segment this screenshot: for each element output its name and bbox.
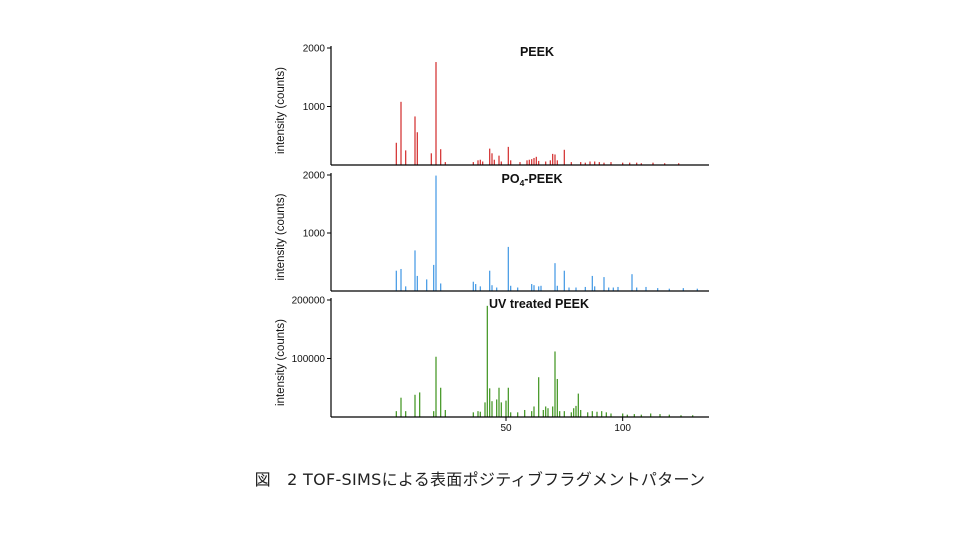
y-axis-label: intensity (counts) [275, 67, 287, 154]
y-tick-label: 2000 [303, 171, 326, 182]
y-axis-label: intensity (counts) [275, 319, 287, 406]
y-tick-label: 200000 [292, 296, 326, 307]
figure-caption: 図 2 TOF-SIMSによる表面ポジティブフラグメントパターン [0, 466, 960, 490]
title-main: PO [502, 172, 520, 186]
panel-peek: 2000 1000 intensity (counts) PEEK [275, 44, 709, 166]
figure-caption-prefix: 図 [254, 470, 271, 489]
panel-title: PEEK [520, 45, 554, 59]
y-axis-label: intensity (counts) [275, 193, 287, 280]
panel-po4-peek: 2000 1000 intensity (counts) PO4-PEEK [275, 171, 709, 292]
figure-caption-text: 2 TOF-SIMSによる表面ポジティブフラグメントパターン [287, 470, 706, 489]
panel-uv-treated-peek: 200000 100000 intensity (counts) UV treated… [275, 296, 709, 434]
title-end: -PEEK [524, 172, 562, 186]
x-tick-label: 100 [614, 423, 631, 434]
y-tick-label: 1000 [303, 229, 326, 240]
panel-title: UV treated PEEK [489, 297, 589, 311]
y-tick-label: 1000 [303, 102, 326, 113]
panel-title: PO4-PEEK [502, 172, 563, 188]
title-subscript: 4 [520, 178, 525, 188]
y-tick-label: 100000 [292, 354, 326, 365]
y-tick-label: 2000 [303, 44, 326, 55]
x-tick-label: 50 [500, 423, 512, 434]
